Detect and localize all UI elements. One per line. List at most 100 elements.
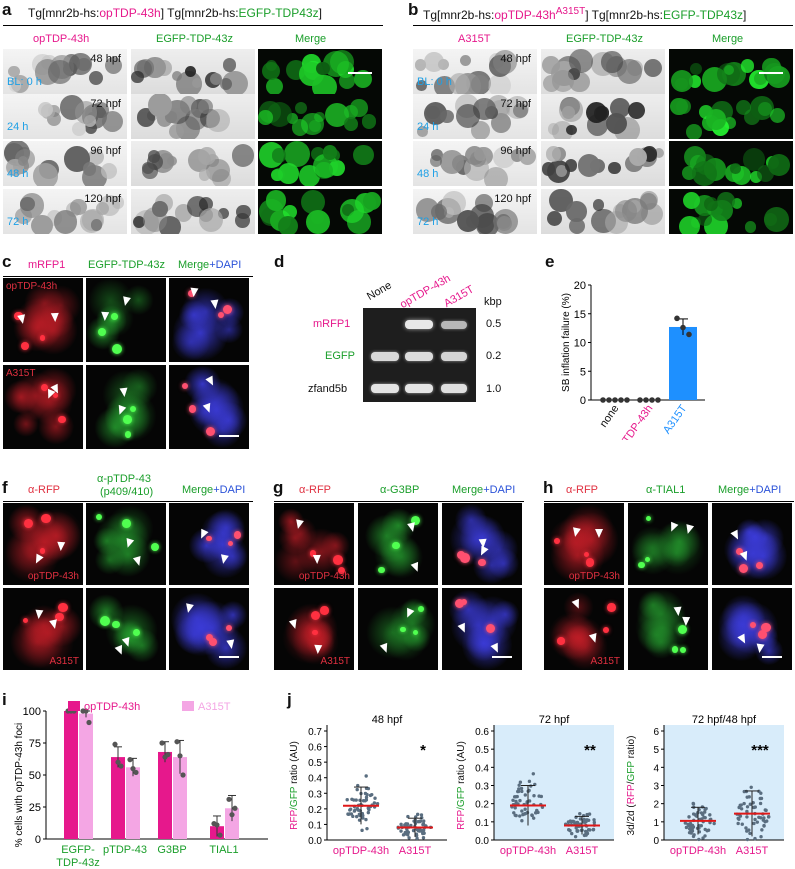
cell-shape [493,208,519,234]
focus-dot [111,343,122,354]
data-point [752,821,756,826]
focus-dot [14,311,24,321]
row-label: opTDP-43h [568,571,620,582]
chart-title: 48 hpf [372,715,404,726]
focus-dot [23,519,33,529]
data-point [361,816,365,820]
plot-background [494,725,614,840]
time-label: 24 h [7,121,29,133]
cell-shape [316,62,330,76]
focus-dot [99,615,110,626]
cell-shape [261,61,280,80]
a-image-3-3 [258,141,382,186]
cell-blob [12,302,63,352]
cell-shape [32,163,59,186]
panel-d-letter: d [274,252,285,271]
cell-blob [106,504,154,553]
cell-shape [100,162,117,179]
panel-j-letter: j [287,690,292,709]
data-point [518,780,523,784]
x-tick-label: opTDP-43h [670,845,726,857]
data-point [356,808,361,812]
x-tick-label: TIAL1 [209,844,238,856]
cell-blob [284,517,318,551]
scale-bar [762,656,782,658]
y-axis-label-part: ratio (AU) [456,741,467,787]
arrowhead-icon [101,311,110,321]
cell-shape [198,207,224,232]
data-point [416,829,421,833]
hpf-label: 120 hpf [84,193,121,205]
g-image-2-1: A315T [274,588,354,670]
data-point [686,822,690,826]
y-tick-label: 0.5 [475,745,489,756]
cell-shape [287,113,298,125]
y-tick-label: 0.4 [308,774,322,785]
g-image-1-3 [442,503,522,585]
f-image-2-1: A315T [3,588,83,670]
cell-shape [206,159,230,183]
g-image-2-3 [442,588,522,670]
cell-shape [48,60,72,84]
cell-shape [147,94,172,118]
data-point [517,783,521,787]
cell-shape [206,108,230,133]
cell-shape [198,147,217,166]
data-point [572,820,576,824]
legend-swatch [68,701,80,711]
scale-bar [759,72,783,74]
data-point [702,815,706,820]
panel-a-rule [3,25,383,26]
x-tick-label: EGFP- [61,844,95,856]
data-point [708,813,712,817]
panel-c-merge: Merge [178,259,210,271]
scale-bar [492,656,512,658]
data-point [127,757,133,763]
focus-dot [233,531,242,539]
gel-row-egfp: EGFP [325,350,355,362]
cell-blob [630,531,674,575]
arrowhead-icon [313,554,322,565]
data-point [745,809,749,814]
cell-shape [690,62,703,75]
panel-h-col2: α-TIAL1 [646,484,686,496]
hpf-label: 48 hpf [90,53,121,65]
panel-f-rule [3,501,253,502]
panel-b-title-green: EGFP-TDP43z [663,8,744,22]
panel-f-dapi: +DAPI [213,484,246,496]
cell-shape [614,199,637,222]
data-point [411,828,416,833]
data-point [753,805,757,809]
cell-shape [300,190,325,215]
data-point [513,806,517,810]
gel-band [441,352,467,361]
gel-band [405,384,433,393]
time-label: 48 h [7,168,29,180]
arrowhead-icon [210,299,220,310]
hpf-label: 96 hpf [500,145,531,157]
cell-shape [740,59,755,74]
y-tick-label: 0 [653,836,659,847]
significance-marker: *** [751,742,769,759]
cell-shape [678,215,700,234]
g-image-1-2 [358,503,438,585]
cell-shape [198,99,214,115]
x-tick-label: opTDP-43h [333,845,389,857]
focus-dot [206,634,214,642]
data-point [578,817,583,821]
cell-shape [730,163,741,175]
data-point [585,812,589,817]
a-image-4-1: 120 hpf 72 h [3,189,127,234]
cell-shape [105,56,123,74]
legend-label: opTDP-43h [84,701,140,713]
cell-shape [483,166,509,186]
panel-a-title: Tg[mnr2b-hs:opTDP-43h] Tg[mnr2b-hs:EGFP-… [28,6,322,20]
cell-shape [566,201,587,222]
gel-size-egfp: 0.2 [486,350,502,362]
cell-blob [717,614,765,661]
b-image-3-2 [541,141,665,186]
c-image-1-1: opTDP-43h [3,278,83,362]
data-point [372,801,377,805]
cell-shape [768,154,791,177]
y-tick-label: 0.6 [308,743,322,754]
